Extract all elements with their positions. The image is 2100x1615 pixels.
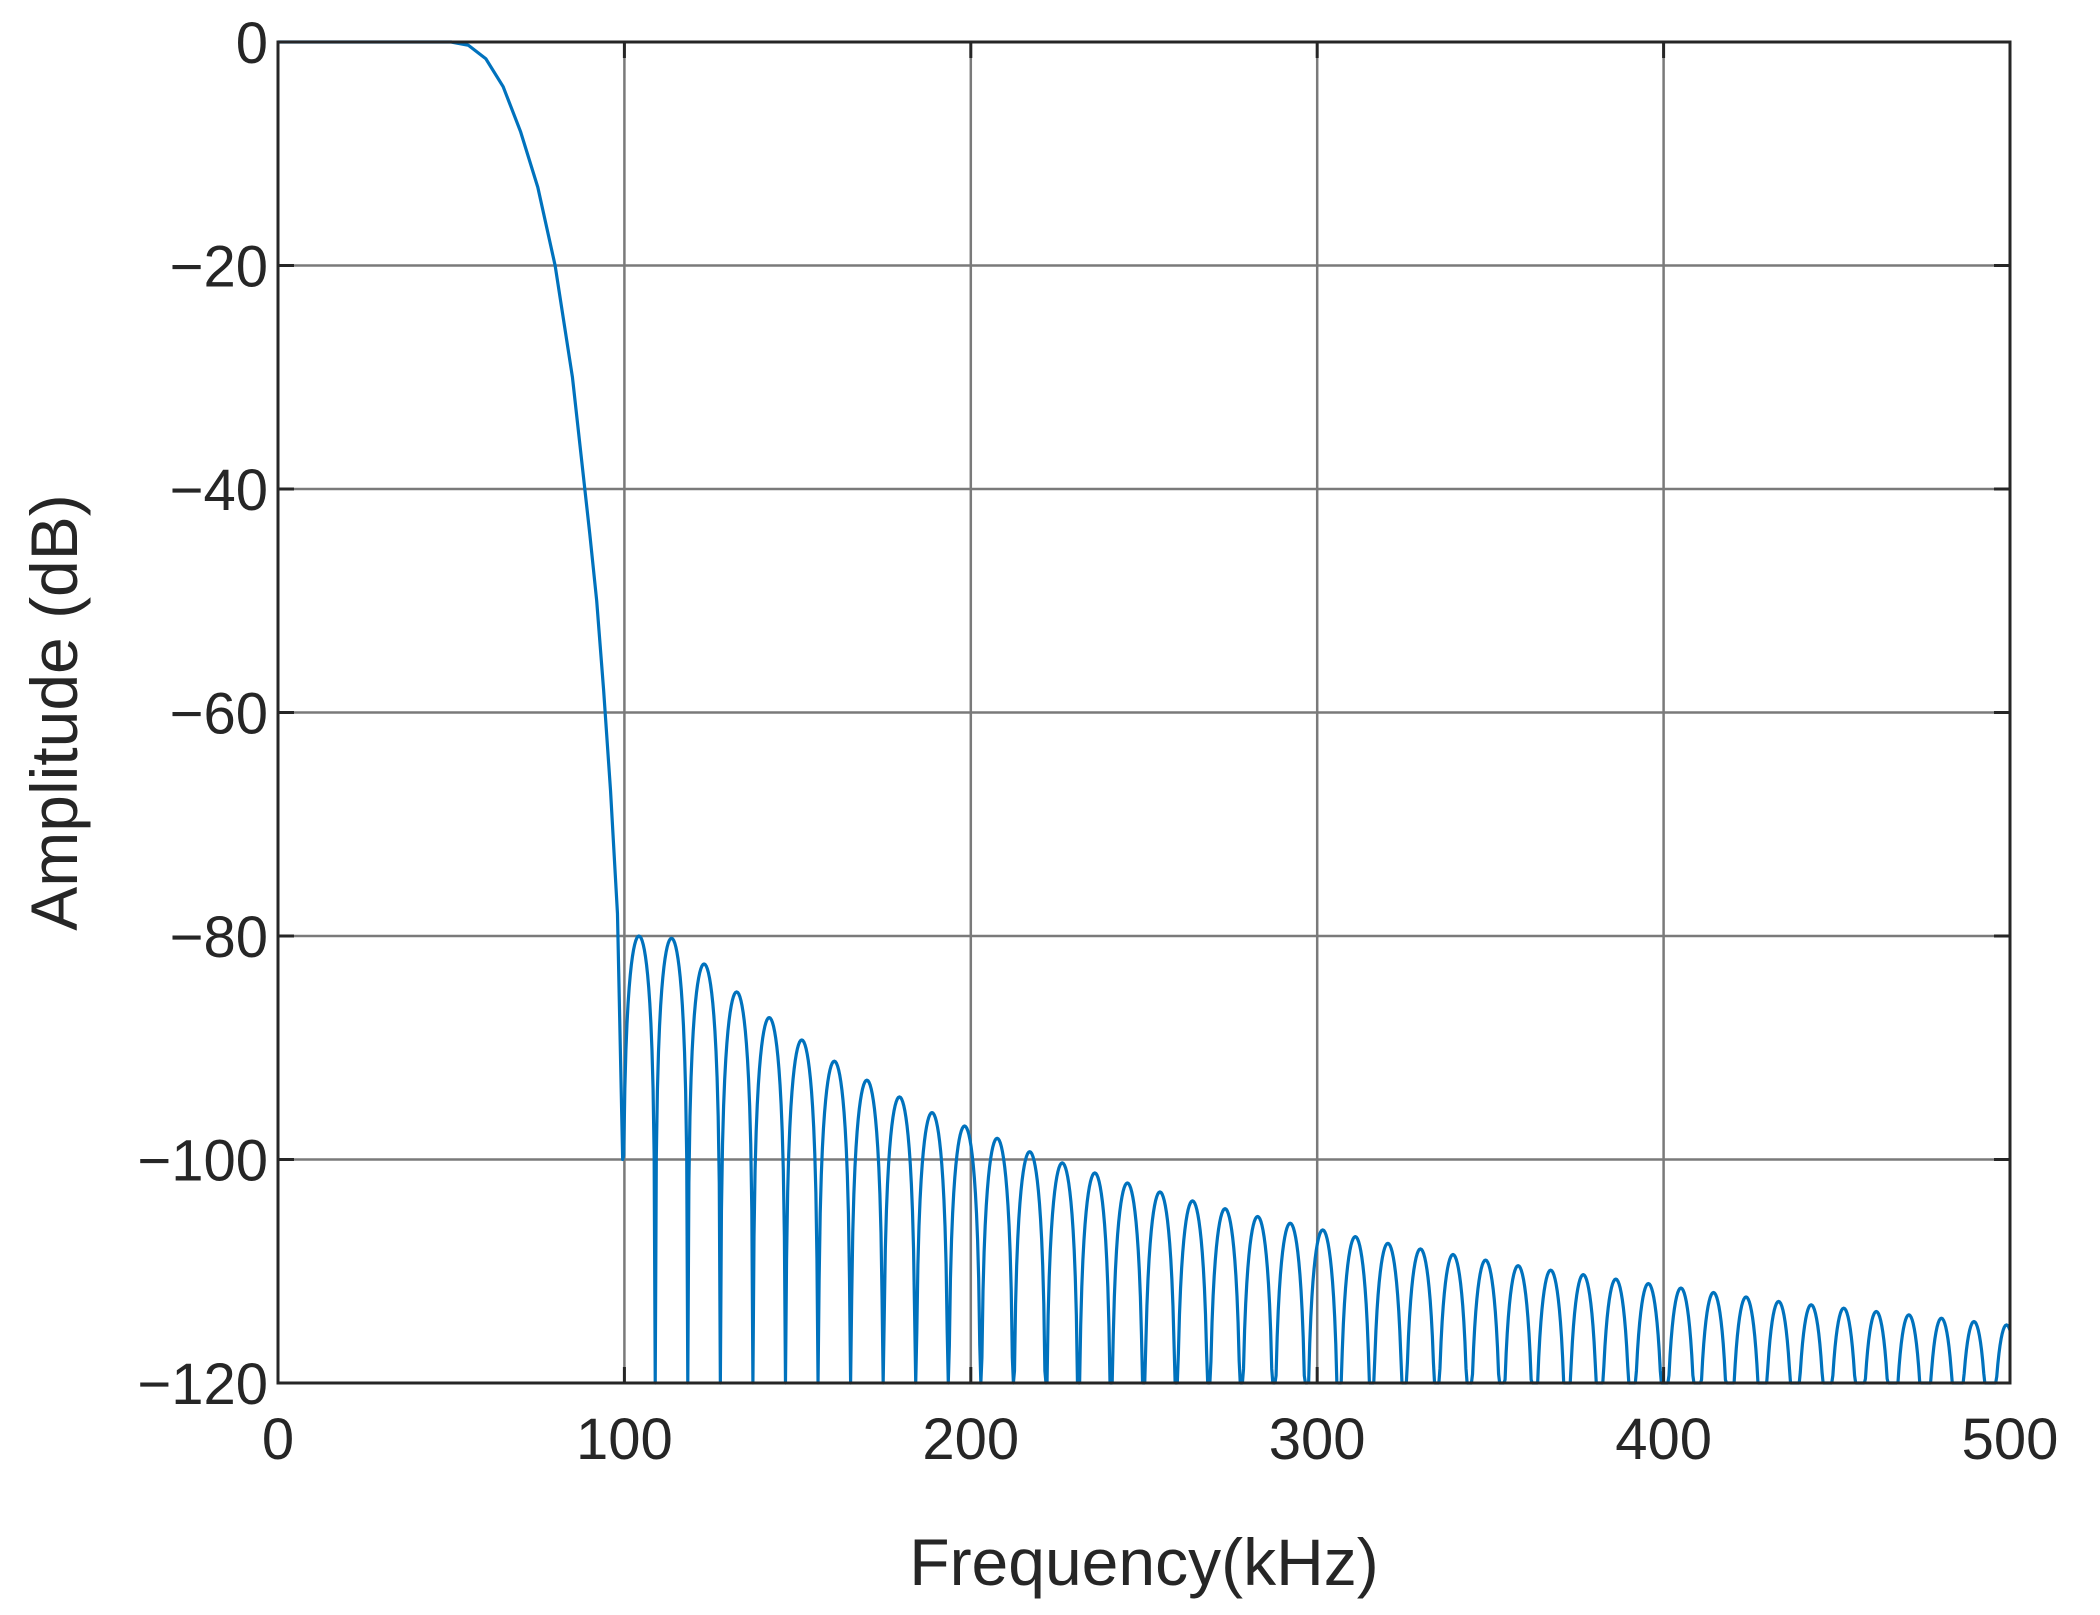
y-tick-labels: 0 −20 −40 −60 −80 −100 −120 bbox=[137, 11, 268, 1417]
x-tick-label: 0 bbox=[262, 1407, 294, 1472]
grid-lines bbox=[278, 42, 2010, 1383]
tick-marks bbox=[276, 40, 2012, 1385]
x-tick-label: 100 bbox=[576, 1407, 673, 1472]
y-tick-label: −40 bbox=[170, 458, 268, 523]
y-tick-label: −60 bbox=[170, 682, 268, 747]
y-axis-title: Amplitude (dB) bbox=[17, 494, 91, 931]
y-tick-label: −120 bbox=[137, 1352, 268, 1417]
x-tick-label: 400 bbox=[1615, 1407, 1712, 1472]
y-tick-label: −100 bbox=[137, 1129, 268, 1194]
y-tick-label: −20 bbox=[170, 235, 268, 300]
x-tick-label: 500 bbox=[1962, 1407, 2059, 1472]
y-tick-label: 0 bbox=[236, 11, 268, 76]
x-axis-title: Frequency(kHz) bbox=[909, 1525, 1378, 1599]
y-tick-label: −80 bbox=[170, 905, 268, 970]
x-tick-labels: 0 100 200 300 400 500 bbox=[262, 1407, 2059, 1472]
x-tick-label: 300 bbox=[1269, 1407, 1366, 1472]
x-tick-label: 200 bbox=[922, 1407, 1019, 1472]
